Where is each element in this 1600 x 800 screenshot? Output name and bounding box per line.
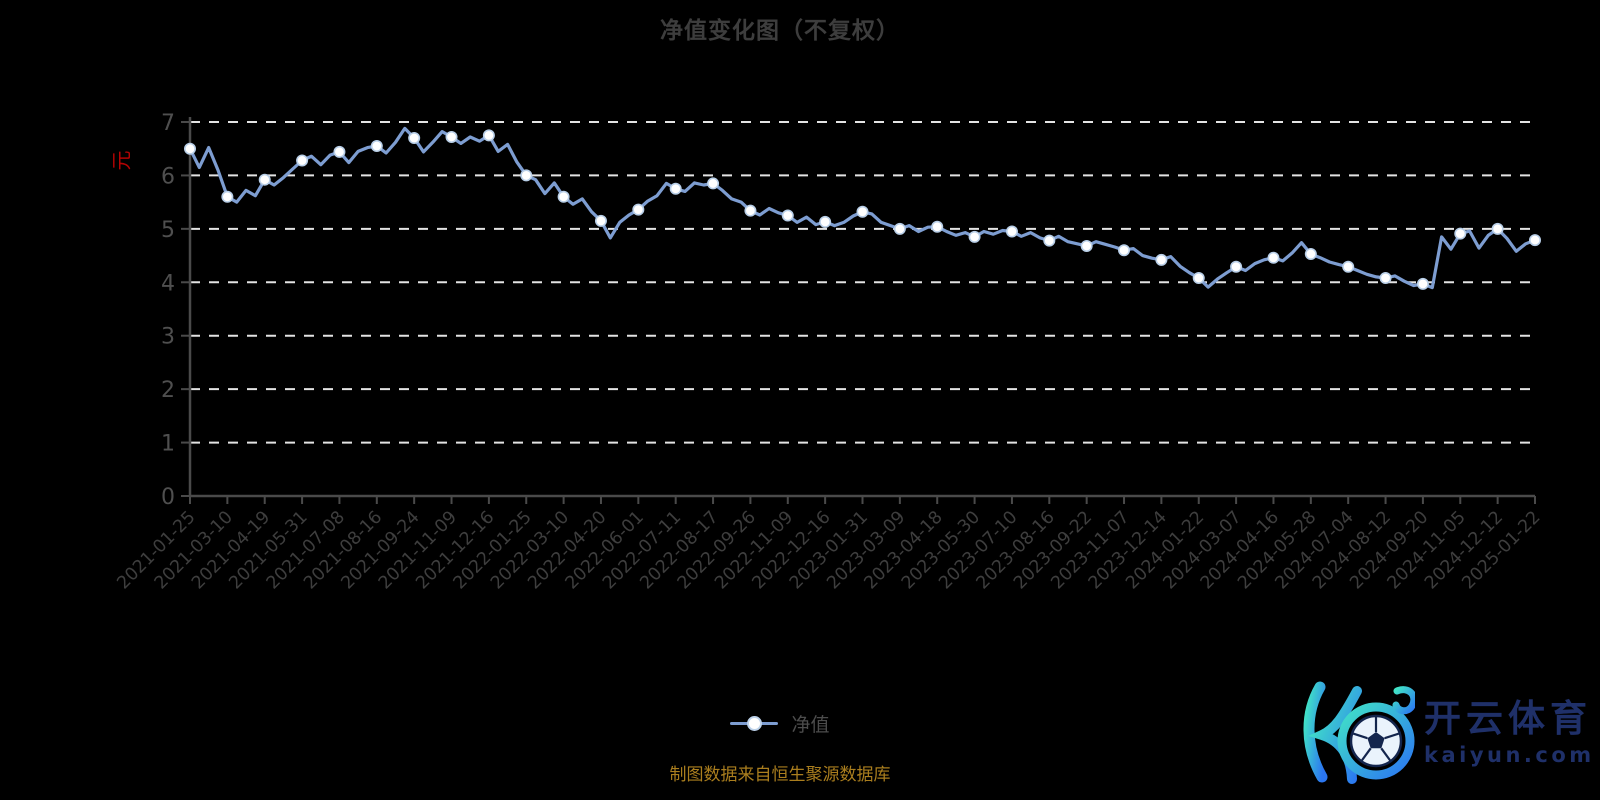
data-point-marker[interactable] [669, 182, 682, 195]
soccer-ball-icon [1349, 714, 1403, 768]
data-point-marker[interactable] [1304, 247, 1317, 260]
data-point-marker[interactable] [893, 222, 906, 235]
data-point-marker[interactable] [856, 205, 869, 218]
logo-swirl-icon [1392, 686, 1415, 715]
data-point-marker[interactable] [1491, 222, 1504, 235]
data-point-marker[interactable] [1379, 272, 1392, 285]
data-point-marker[interactable] [445, 130, 458, 143]
data-source-note: 制图数据来自恒生聚源数据库 [669, 765, 891, 785]
y-tick-label: 7 [161, 111, 175, 136]
data-point-marker[interactable] [1080, 239, 1093, 252]
data-point-marker[interactable] [594, 214, 607, 227]
y-tick-label: 0 [161, 485, 175, 510]
data-point-marker[interactable] [744, 204, 757, 217]
data-point-marker[interactable] [258, 173, 271, 186]
data-point-marker[interactable] [1005, 225, 1018, 238]
y-tick-label: 3 [161, 325, 175, 350]
data-point-marker[interactable] [520, 169, 533, 182]
kaiyun-logo[interactable]: 开云体育 kaiyun.com [1293, 673, 1595, 793]
data-point-marker[interactable] [1043, 234, 1056, 247]
legend[interactable]: 净值 [0, 710, 1560, 737]
data-point-marker[interactable] [1342, 260, 1355, 273]
data-point-marker[interactable] [1192, 272, 1205, 285]
data-point-marker[interactable] [1267, 251, 1280, 264]
legend-line-marker-icon [730, 716, 779, 731]
y-tick-label: 2 [161, 378, 175, 403]
data-point-marker[interactable] [819, 215, 832, 228]
data-point-marker[interactable] [781, 209, 794, 222]
data-point-marker[interactable] [1416, 277, 1429, 290]
data-point-marker[interactable] [557, 190, 570, 203]
data-point-marker[interactable] [1529, 234, 1542, 247]
y-tick-label: 6 [161, 164, 175, 189]
data-point-marker[interactable] [333, 145, 346, 158]
data-point-marker[interactable] [1155, 253, 1168, 266]
data-point-marker[interactable] [408, 132, 421, 145]
data-point-marker[interactable] [482, 129, 495, 142]
legend-series-label: 净值 [791, 714, 830, 736]
kaiyun-logo-mark [1303, 681, 1415, 784]
data-point-marker[interactable] [296, 154, 309, 167]
y-tick-label: 5 [161, 218, 175, 243]
y-tick-label: 4 [161, 271, 175, 296]
logo-domain: kaiyun.com [1424, 742, 1595, 767]
y-tick-label: 1 [161, 432, 175, 457]
data-point-marker[interactable] [632, 203, 645, 216]
data-point-marker[interactable] [1118, 244, 1131, 257]
data-point-marker[interactable] [184, 142, 197, 155]
data-point-marker[interactable] [707, 177, 720, 190]
kaiyun-logo-text: 开云体育 kaiyun.com [1424, 697, 1595, 767]
data-point-marker[interactable] [931, 220, 944, 233]
data-point-marker[interactable] [1454, 227, 1467, 240]
data-point-marker[interactable] [370, 140, 383, 153]
data-point-marker[interactable] [1230, 260, 1243, 273]
logo-brand-name: 开云体育 [1424, 697, 1592, 741]
data-point-marker[interactable] [968, 230, 981, 243]
data-point-marker[interactable] [221, 190, 234, 203]
page-title: 净值变化图（不复权） [660, 18, 900, 44]
